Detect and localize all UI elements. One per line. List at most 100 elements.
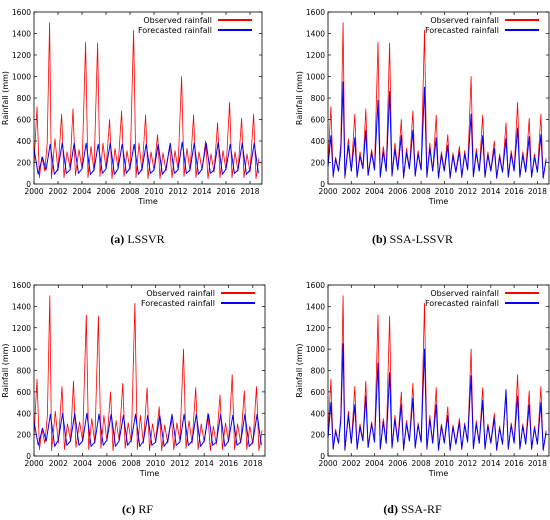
x-tick-label: 2000 [24,187,43,196]
series-line-forecasted [327,343,547,451]
x-tick-label: 2002 [48,187,67,196]
y-tick-label: 1200 [12,324,31,333]
caption-b-tag: (b) [371,232,387,246]
legend-label-observed: Observed rainfall [143,16,212,25]
caption-a: (a) LSSVR [0,232,275,247]
y-tick-label: 200 [311,431,326,440]
caption-b-text: SSA-LSSVR [389,232,454,246]
y-tick-label: 1200 [12,51,31,60]
x-tick-label: 2006 [388,187,407,196]
x-tick-label: 2000 [318,187,337,196]
x-tick-label: 2000 [24,459,43,468]
legend-label-observed: Observed rainfall [430,289,499,298]
y-tick-label: 0 [320,180,325,189]
y-tick-label: 200 [17,159,32,168]
legend-label-forecasted: Forecasted rainfall [138,26,212,35]
y-tick-label: 200 [311,159,326,168]
x-tick-label: 2018 [528,459,547,468]
x-tick-label: 2016 [219,459,238,468]
y-axis-label: Rainfall (mm) [295,71,304,125]
chart-panel-b: 0 200 400 600 800 1000 1200 1400 1600 2000 2002 200… [295,8,550,206]
y-tick-label: 1600 [306,8,325,17]
y-tick-label: 0 [320,452,325,461]
y-tick-label: 1200 [306,51,325,60]
legend-label-forecasted: Forecasted rainfall [141,299,215,308]
x-tick-label: 2004 [73,459,92,468]
y-tick-label: 1600 [12,8,31,17]
y-tick-label: 400 [17,137,32,146]
x-tick-label: 2002 [342,187,361,196]
series-line-forecasted [33,141,259,175]
y-tick-label: 800 [311,367,326,376]
y-tick-label: 1600 [306,281,325,290]
y-tick-label: 1400 [306,302,325,311]
series-line-observed [33,295,263,452]
chart-panel-d: 0 200 400 600 800 1000 1200 1400 1600 2000 2002 200… [295,281,550,478]
caption-a-tag: (a) [110,232,125,246]
x-tick-label: 2012 [458,187,477,196]
x-tick-label: 2000 [318,459,337,468]
x-tick-label: 2006 [388,459,407,468]
x-tick-label: 2018 [243,459,262,468]
y-tick-label: 600 [17,388,32,397]
x-axis-label: Time [139,469,160,478]
chart-panel-a: 0 200 400 600 800 1000 1200 1400 1600 2000 2002 200… [1,8,263,206]
x-tick-label: 2014 [192,187,211,196]
y-tick-label: 1200 [306,324,325,333]
y-tick-label: 1000 [306,345,325,354]
y-tick-label: 1000 [12,345,31,354]
x-tick-label: 2004 [365,187,384,196]
series-line-forecasted [327,81,547,179]
legend-label-observed: Observed rainfall [146,289,215,298]
x-tick-label: 2008 [122,459,141,468]
x-tick-label: 2002 [342,459,361,468]
x-tick-label: 2014 [195,459,214,468]
y-tick-label: 1400 [12,302,31,311]
y-tick-label: 600 [17,116,32,125]
x-tick-label: 2016 [216,187,235,196]
legend-label-observed: Observed rainfall [430,16,499,25]
caption-a-text: LSSVR [127,232,165,246]
x-tick-label: 2010 [435,459,454,468]
x-tick-label: 2016 [505,187,524,196]
x-tick-label: 2008 [120,187,139,196]
chart-panel-c: 0 200 400 600 800 1000 1200 1400 1600 2000 2002 200… [1,281,266,478]
caption-d-tag: (d) [383,502,398,516]
x-tick-label: 2018 [528,187,547,196]
caption-b: (b) SSA-LSSVR [275,232,550,247]
x-tick-label: 2004 [365,459,384,468]
y-tick-label: 200 [17,431,32,440]
y-tick-label: 600 [311,388,326,397]
y-tick-label: 400 [17,409,32,418]
x-tick-label: 2016 [505,459,524,468]
x-tick-label: 2014 [481,187,500,196]
x-tick-label: 2012 [458,459,477,468]
legend-label-forecasted: Forecasted rainfall [425,26,499,35]
y-tick-label: 0 [26,452,31,461]
x-tick-label: 2018 [240,187,259,196]
x-tick-label: 2010 [146,459,165,468]
x-tick-label: 2014 [481,459,500,468]
x-tick-label: 2006 [97,459,116,468]
y-tick-label: 0 [26,180,31,189]
caption-c: (c) RF [0,502,275,517]
x-tick-label: 2004 [72,187,91,196]
x-tick-label: 2010 [435,187,454,196]
y-axis-label: Rainfall (mm) [1,343,10,397]
y-tick-label: 800 [311,94,326,103]
x-axis-label: Time [428,469,449,478]
y-tick-label: 800 [17,367,32,376]
y-tick-label: 1000 [12,73,31,82]
caption-c-text: RF [138,502,153,516]
y-tick-label: 1400 [306,30,325,39]
y-tick-label: 400 [311,137,326,146]
series-line-observed [33,22,260,180]
y-tick-label: 800 [17,94,32,103]
x-tick-label: 2012 [168,187,187,196]
x-tick-label: 2008 [412,187,431,196]
y-tick-label: 1400 [12,30,31,39]
y-axis-label: Rainfall (mm) [295,343,304,397]
series-line-forecasted [33,412,262,447]
caption-d: (d) SSA-RF [275,502,550,517]
x-tick-label: 2002 [49,459,68,468]
